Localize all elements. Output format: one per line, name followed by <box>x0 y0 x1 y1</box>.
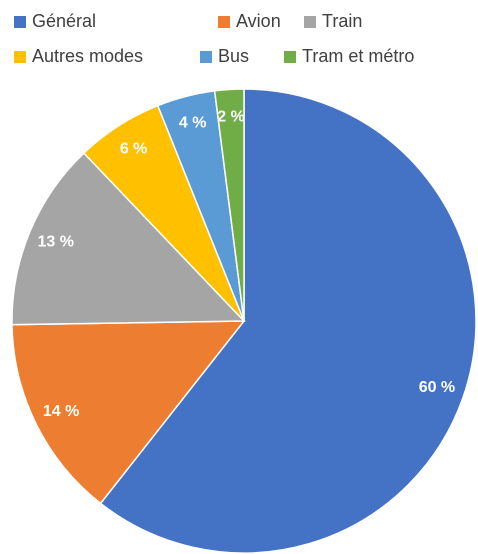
legend-swatch <box>14 51 26 63</box>
legend-label: Autres modes <box>32 46 143 66</box>
legend-swatch <box>304 16 316 28</box>
data-label: 6 % <box>120 140 148 157</box>
legend-label: Général <box>32 11 96 31</box>
data-label: 4 % <box>179 115 207 132</box>
legend-swatch <box>14 16 26 28</box>
legend-label: Avion <box>236 11 281 31</box>
legend-swatch <box>200 51 212 63</box>
data-label: 2 % <box>217 108 245 125</box>
data-label: 13 % <box>37 233 73 250</box>
pie-slice <box>11 152 246 326</box>
legend-label: Tram et métro <box>302 46 414 66</box>
pie-slice <box>213 88 245 322</box>
pie-slice <box>99 88 477 554</box>
legend-label: Train <box>322 11 362 31</box>
legend-label: Bus <box>218 46 249 66</box>
pie-slice <box>11 320 246 505</box>
data-label: 60 % <box>419 379 455 396</box>
legend-swatch <box>218 16 230 28</box>
legend-swatch <box>284 51 296 63</box>
data-label: 14 % <box>43 403 79 420</box>
